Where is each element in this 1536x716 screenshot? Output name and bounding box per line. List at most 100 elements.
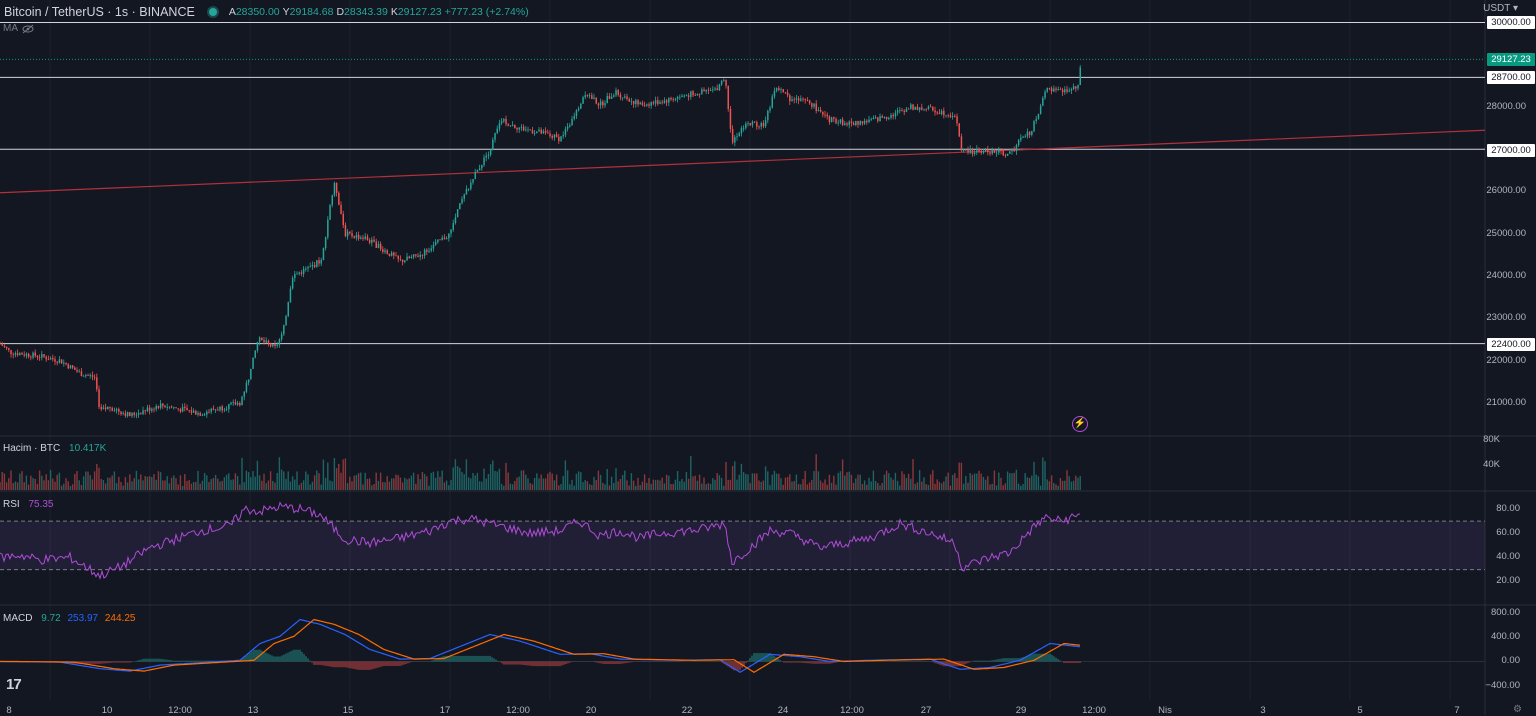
price-candle — [499, 123, 501, 128]
price-candle — [59, 359, 61, 362]
volume-bar — [477, 473, 478, 490]
price-candle — [791, 99, 793, 101]
price-candle — [743, 128, 745, 129]
volume-bar — [1038, 476, 1039, 490]
macd-histogram-bar — [185, 661, 186, 662]
price-candle — [838, 123, 840, 124]
price-candle — [433, 245, 435, 248]
volume-bar — [398, 475, 399, 490]
macd-histogram-bar — [547, 662, 548, 667]
price-candle — [1051, 88, 1053, 91]
volume-bar — [508, 472, 509, 490]
price-candle — [956, 116, 958, 123]
currency-selector[interactable]: USDT ▾ — [1483, 3, 1518, 14]
volume-bar — [226, 475, 227, 490]
price-candle — [426, 250, 428, 252]
macd-histogram-bar — [803, 662, 804, 663]
volume-bar — [446, 481, 447, 490]
volume-bar — [305, 471, 306, 490]
price-candle — [565, 129, 567, 135]
volume-bar — [37, 484, 38, 490]
macd-histogram-bar — [561, 662, 562, 666]
volume-bar — [576, 474, 577, 490]
macd-histogram-bar — [97, 662, 98, 664]
volume-bar — [835, 485, 836, 490]
price-candle — [290, 288, 292, 302]
macd-legend[interactable]: MACD 9.72 253.97 244.25 — [3, 613, 135, 624]
time-axis-label: 29 — [1016, 705, 1027, 716]
volume-bar — [389, 482, 390, 490]
macd-histogram-bar — [161, 659, 162, 662]
volume-legend[interactable]: Hacim · BTC 10.417K — [3, 443, 106, 454]
price-candle — [659, 102, 661, 104]
macd-histogram-bar — [279, 656, 280, 661]
ma-indicator-legend[interactable]: MA — [3, 23, 34, 34]
volume-bar — [499, 469, 500, 490]
volume-bar — [875, 481, 876, 490]
price-candle — [420, 255, 422, 257]
price-candle — [888, 118, 890, 119]
price-candle — [886, 117, 888, 119]
macd-histogram-bar — [181, 661, 182, 662]
volume-bar — [59, 473, 60, 490]
price-candle — [277, 345, 279, 346]
price-candle — [211, 409, 213, 412]
level-price-tag[interactable]: 27000.00 — [1487, 144, 1535, 157]
settings-gear-icon[interactable]: ⚙ — [1513, 704, 1522, 715]
level-price-tag[interactable]: 30000.00 — [1487, 16, 1535, 29]
price-candle — [703, 89, 705, 91]
macd-histogram-bar — [471, 656, 472, 662]
price-candle — [807, 100, 809, 101]
macd-histogram-bar — [555, 662, 556, 667]
macd-histogram-bar — [607, 662, 608, 665]
price-candle — [965, 150, 967, 151]
volume-bar — [116, 483, 117, 490]
price-candle — [758, 127, 760, 128]
volume-bar — [428, 486, 429, 490]
price-candle — [673, 99, 675, 100]
macd-histogram-bar — [623, 662, 624, 664]
macd-histogram-bar — [433, 660, 434, 662]
price-candle — [802, 99, 804, 100]
symbol-title[interactable]: Bitcoin / TetherUS · 1s · BINANCE — [4, 5, 195, 19]
macd-histogram-bar — [1001, 659, 1002, 662]
volume-bar — [336, 468, 337, 490]
rsi-legend[interactable]: RSI 75.35 — [3, 499, 53, 510]
price-candle — [963, 150, 965, 151]
macd-histogram-bar — [1045, 654, 1046, 662]
level-price-tag[interactable]: 28700.00 — [1487, 71, 1535, 84]
open-key: A — [229, 6, 236, 18]
price-candle — [281, 334, 283, 339]
price-candle — [266, 341, 268, 343]
macd-histogram-bar — [789, 662, 790, 663]
price-candle — [17, 353, 19, 355]
macd-histogram-bar — [969, 662, 970, 663]
lightning-icon[interactable]: ⚡ — [1072, 416, 1088, 432]
volume-bar — [642, 482, 643, 490]
volume-bar — [72, 484, 73, 490]
price-candle — [745, 124, 747, 128]
volume-bar — [897, 481, 898, 490]
price-candle — [92, 375, 94, 377]
tradingview-logo-icon[interactable]: 17 — [6, 676, 21, 693]
volume-bar — [369, 478, 370, 490]
volume-bar — [475, 475, 476, 490]
macd-histogram-bar — [1055, 658, 1056, 662]
volume-bar — [917, 482, 918, 490]
price-candle — [774, 91, 776, 97]
volume-bar — [593, 477, 594, 490]
price-candle — [384, 250, 386, 252]
macd-histogram-bar — [189, 661, 190, 662]
volume-bar — [142, 480, 143, 490]
price-candle — [510, 125, 512, 126]
price-candle — [395, 256, 397, 257]
level-price-tag[interactable]: 22400.00 — [1487, 338, 1535, 351]
eye-hidden-icon[interactable] — [22, 24, 34, 34]
price-candle — [730, 109, 732, 129]
price-candle — [853, 123, 855, 125]
price-candle — [950, 115, 952, 117]
price-candle — [908, 109, 910, 110]
price-candle — [897, 110, 899, 112]
volume-bar — [215, 475, 216, 490]
